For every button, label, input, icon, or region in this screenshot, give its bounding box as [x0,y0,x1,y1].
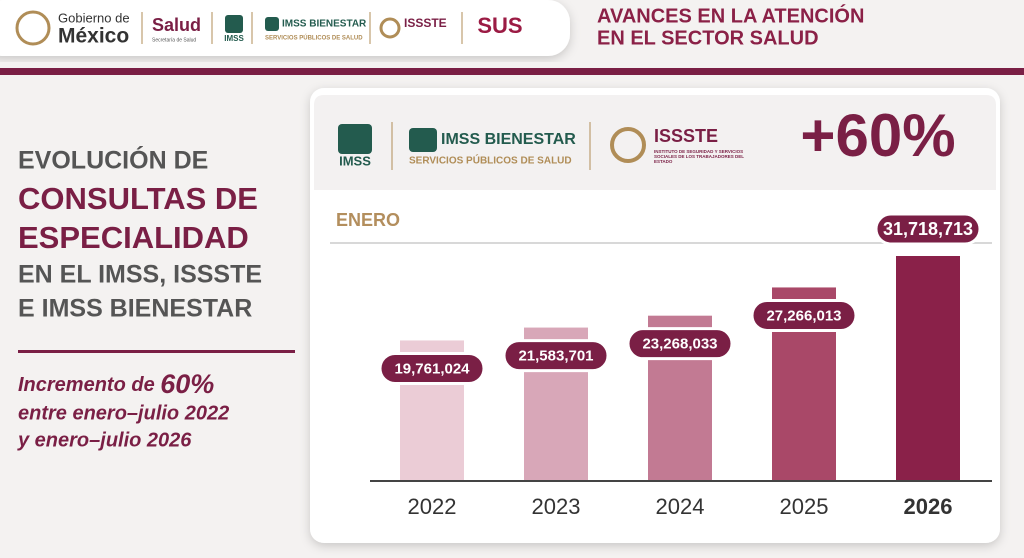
value-label: 27,266,013 [766,307,841,324]
panel-title: EVOLUCIÓN DE [18,145,208,175]
salud-logo: Salud [152,15,201,35]
note-lead: Incremento de [18,374,155,396]
note: Incremento de 60% [18,369,214,399]
imss-b-icon [265,17,279,31]
sus-logo: SUS [477,13,522,38]
issste-icon [379,17,401,39]
page-title: EN EL SECTOR SALUD [597,27,819,49]
panel-rule [18,350,295,353]
chart-subtitle: ENERO [336,210,400,230]
value-pill [378,351,486,385]
value-pill [750,298,858,332]
x-tick-label: 2022 [408,494,457,519]
page-title: AVANCES EN LA ATENCIÓN [597,3,864,27]
panel-title: EN EL IMSS, ISSSTE [18,261,262,289]
imss-icon [225,15,243,33]
card-logo-band [314,95,996,190]
imss-b-logo: IMSS BIENESTAR [441,131,576,148]
plot: 19,761,024 2022 21,583,701 2023 23,268,033 20… [378,212,982,519]
x-tick-label: 2024 [656,494,705,519]
issste-logo: ISSSTE [404,16,447,30]
imss-b-logo: IMSS BIENESTAR [282,19,367,30]
value-pill [874,212,982,246]
imss-logo: IMSS [339,153,371,168]
imss-b-sub: SERVICIOS PÚBLICOS DE SALUD [265,35,363,42]
issste-sub-box: INSTITUTO DE SEGURIDAD Y SERVICIOS SOCIA… [654,149,744,164]
gov-bottom: México [58,25,129,48]
issste-icon [610,127,646,163]
panel-title: ESPECIALIDAD [18,220,249,255]
issste-sub: INSTITUTO DE SEGURIDAD Y SERVICIOS SOCIA… [654,149,744,164]
value-label: 23,268,033 [642,336,717,353]
value-pill [502,339,610,373]
header-rule [0,68,1024,75]
seal [15,10,51,46]
value-label: 21,583,701 [518,348,593,365]
panel-title: CONSULTAS DE [18,181,258,216]
note: entre enero–julio 2022 [18,402,229,424]
issste-logo: ISSSTE [654,126,718,146]
imss-b-icon [409,128,437,152]
salud-sub: Secretaría de Salud [152,37,196,43]
increase: +60% [800,102,955,169]
note-pct: 60% [160,369,214,399]
bar [896,256,960,480]
imss-icon [338,124,372,154]
value-pill [626,327,734,361]
panel-title: E IMSS BIENESTAR [18,295,252,323]
gov-top: Gobierno de [58,10,130,25]
x-tick-label: 2023 [532,494,581,519]
value-label: 31,718,713 [883,219,973,239]
x-tick-label: 2025 [780,494,829,519]
note: y enero–julio 2026 [17,429,192,451]
value-label: 19,761,024 [394,360,470,377]
imss-b-sub: SERVICIOS PÚBLICOS DE SALUD [409,154,572,167]
imss-logo: IMSS [224,34,244,43]
x-tick-label: 2026 [904,494,953,519]
